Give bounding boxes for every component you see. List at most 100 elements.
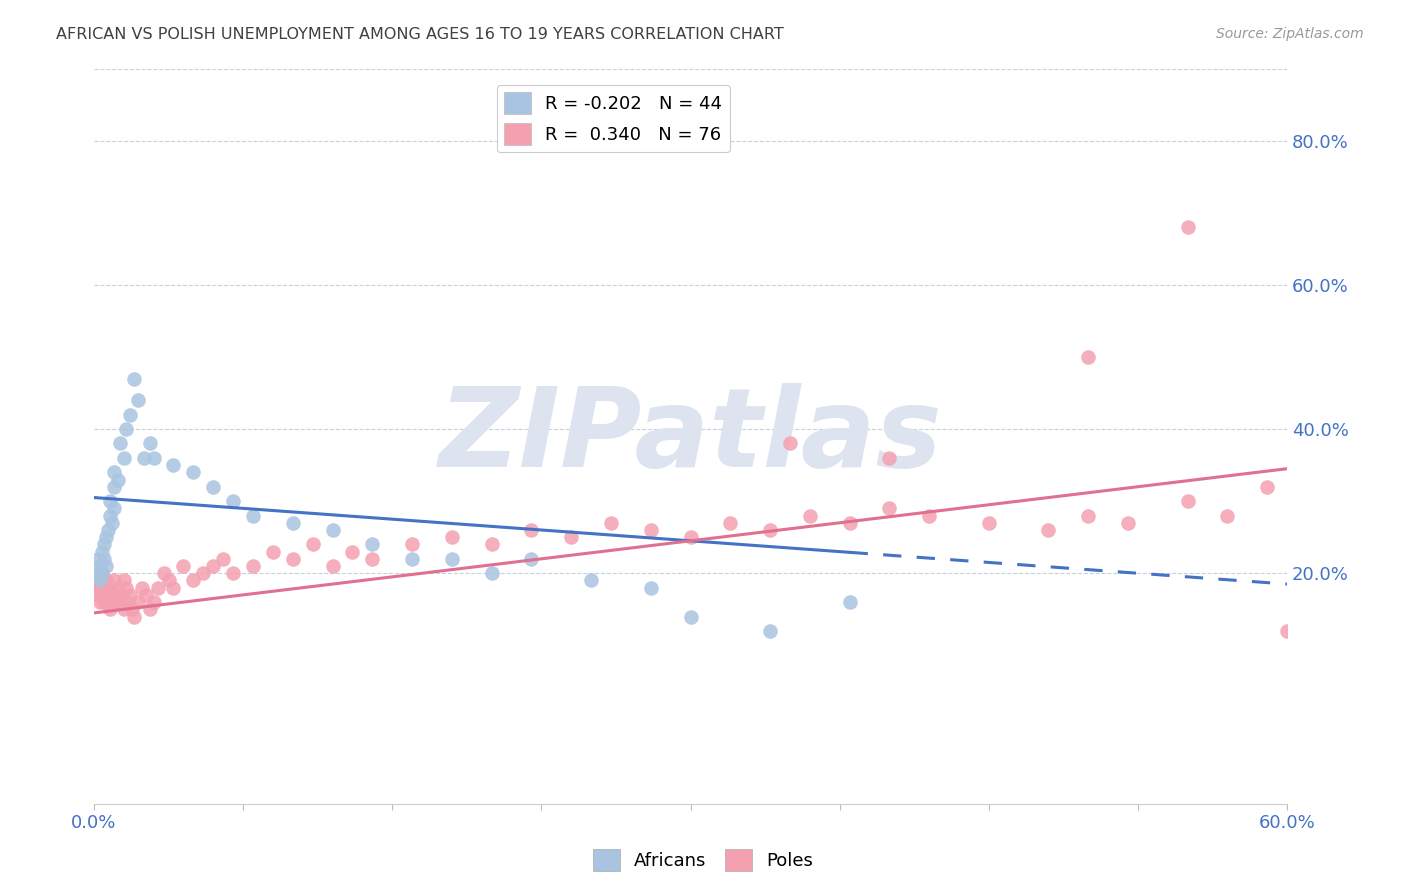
- Point: [640, 523, 662, 537]
- Point: [108, 595, 131, 609]
- Point: [97, 523, 120, 537]
- Point: [342, 544, 364, 558]
- Point: [222, 566, 245, 581]
- Point: [103, 574, 125, 588]
- Point: [779, 436, 801, 450]
- Point: [322, 523, 344, 537]
- Point: [94, 530, 117, 544]
- Point: [212, 551, 235, 566]
- Point: [1177, 494, 1199, 508]
- Point: [222, 494, 245, 508]
- Point: [640, 581, 662, 595]
- Point: [107, 581, 129, 595]
- Point: [98, 494, 121, 508]
- Legend: Africans, Poles: Africans, Poles: [585, 842, 821, 879]
- Point: [142, 595, 165, 609]
- Point: [112, 450, 135, 465]
- Point: [301, 537, 323, 551]
- Point: [138, 602, 160, 616]
- Point: [718, 516, 741, 530]
- Point: [159, 574, 181, 588]
- Point: [89, 595, 111, 609]
- Point: [1038, 523, 1060, 537]
- Point: [1177, 220, 1199, 235]
- Text: AFRICAN VS POLISH UNEMPLOYMENT AMONG AGES 16 TO 19 YEARS CORRELATION CHART: AFRICAN VS POLISH UNEMPLOYMENT AMONG AGE…: [56, 27, 785, 42]
- Legend: R = -0.202   N = 44, R =  0.340   N = 76: R = -0.202 N = 44, R = 0.340 N = 76: [496, 85, 730, 153]
- Point: [87, 566, 110, 581]
- Point: [481, 566, 503, 581]
- Point: [103, 480, 125, 494]
- Point: [183, 574, 205, 588]
- Point: [202, 559, 225, 574]
- Point: [193, 566, 215, 581]
- Point: [122, 609, 145, 624]
- Point: [135, 588, 157, 602]
- Point: [242, 559, 264, 574]
- Point: [1077, 350, 1099, 364]
- Point: [759, 523, 782, 537]
- Point: [361, 551, 384, 566]
- Point: [560, 530, 582, 544]
- Point: [89, 574, 111, 588]
- Point: [1116, 516, 1139, 530]
- Point: [322, 559, 344, 574]
- Point: [90, 544, 112, 558]
- Point: [93, 595, 115, 609]
- Point: [679, 530, 702, 544]
- Point: [118, 408, 141, 422]
- Point: [87, 588, 110, 602]
- Point: [90, 566, 112, 581]
- Point: [440, 551, 463, 566]
- Point: [401, 551, 423, 566]
- Point: [401, 537, 423, 551]
- Point: [118, 588, 141, 602]
- Point: [520, 551, 543, 566]
- Point: [87, 574, 110, 588]
- Point: [361, 537, 384, 551]
- Point: [114, 422, 136, 436]
- Point: [152, 566, 174, 581]
- Point: [101, 588, 124, 602]
- Point: [183, 465, 205, 479]
- Point: [112, 602, 135, 616]
- Point: [879, 501, 901, 516]
- Point: [799, 508, 821, 523]
- Point: [97, 595, 120, 609]
- Point: [162, 581, 184, 595]
- Point: [108, 436, 131, 450]
- Point: [262, 544, 284, 558]
- Point: [1256, 480, 1278, 494]
- Point: [94, 588, 117, 602]
- Point: [138, 436, 160, 450]
- Point: [146, 581, 169, 595]
- Point: [90, 588, 112, 602]
- Point: [838, 516, 860, 530]
- Point: [918, 508, 941, 523]
- Point: [242, 508, 264, 523]
- Point: [281, 516, 304, 530]
- Point: [121, 602, 143, 616]
- Point: [93, 551, 115, 566]
- Point: [1275, 624, 1298, 638]
- Point: [142, 450, 165, 465]
- Point: [90, 566, 112, 581]
- Point: [112, 574, 135, 588]
- Point: [104, 588, 127, 602]
- Point: [440, 530, 463, 544]
- Point: [103, 465, 125, 479]
- Point: [127, 393, 149, 408]
- Point: [98, 602, 121, 616]
- Point: [107, 473, 129, 487]
- Point: [202, 480, 225, 494]
- Point: [89, 581, 111, 595]
- Point: [127, 595, 149, 609]
- Point: [481, 537, 503, 551]
- Point: [879, 450, 901, 465]
- Point: [600, 516, 623, 530]
- Point: [977, 516, 1000, 530]
- Point: [103, 595, 125, 609]
- Point: [84, 581, 107, 595]
- Point: [101, 516, 124, 530]
- Point: [131, 581, 153, 595]
- Point: [93, 581, 115, 595]
